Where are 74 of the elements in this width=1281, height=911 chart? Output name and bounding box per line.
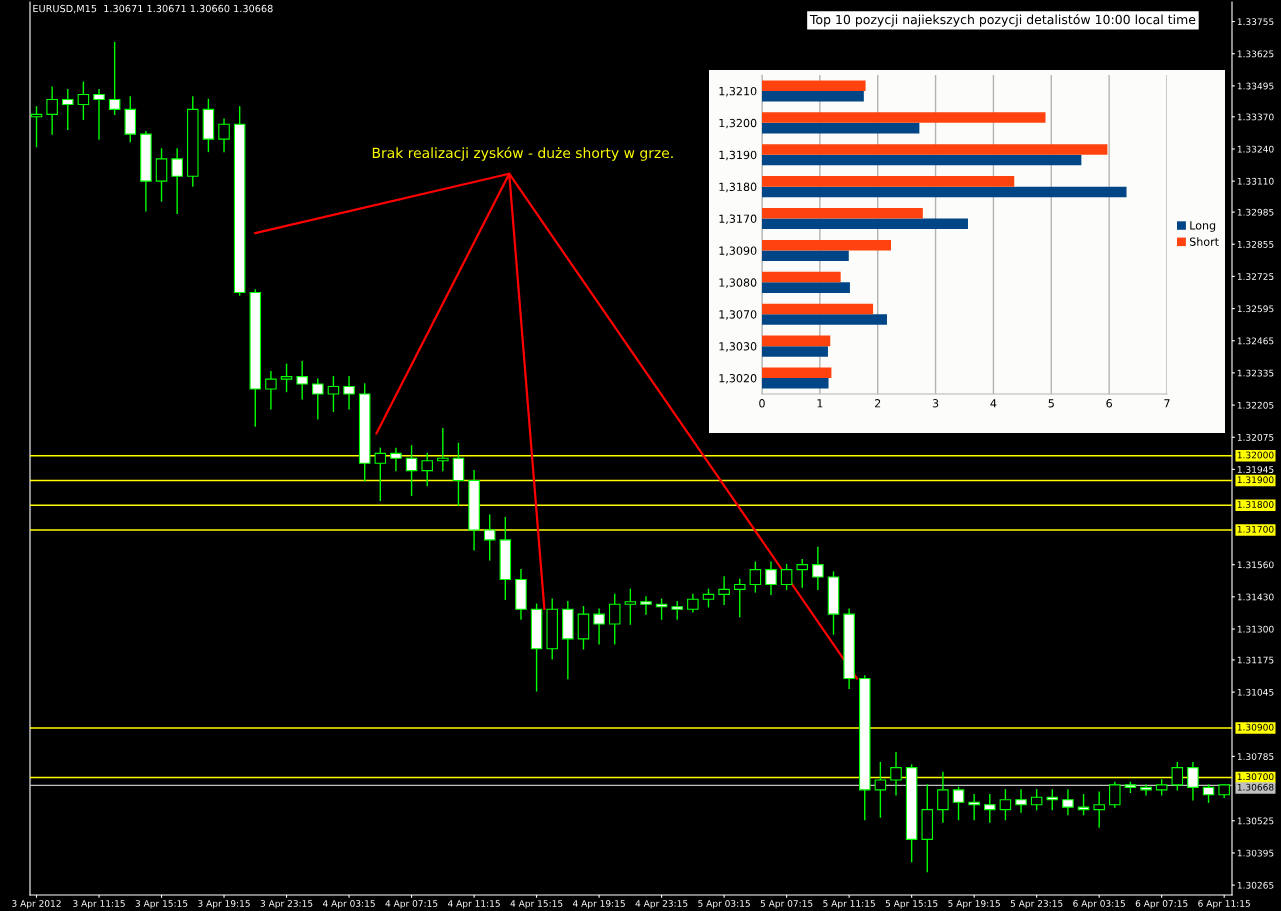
ref-line-label: 1.31700: [1237, 525, 1274, 533]
y-tick-label: 1.31945: [1237, 466, 1274, 473]
y-tick-label: 1,3030: [719, 342, 757, 352]
x-tick-label: 4 Apr 03:15: [322, 900, 375, 909]
x-tick-label: 5 Apr 15:15: [885, 900, 938, 909]
x-tick-label: 6 Apr 07:15: [1135, 900, 1188, 909]
y-tick-label: 1.31175: [1237, 656, 1274, 664]
x-tick-label: 4 Apr 23:15: [635, 900, 688, 909]
annotation: Brak realizacji zysków - duże shorty w grze.: [372, 146, 673, 161]
y-tick-label: 1.32335: [1237, 369, 1274, 377]
x-tick-label: 4: [990, 399, 997, 408]
x-tick-label: 5 Apr 23:15: [1010, 900, 1063, 909]
chart-title: Top 10 pozycji najiekszych pozycji detalistów 10:00 local time: [809, 14, 1196, 27]
y-tick-label: 1.33495: [1237, 82, 1274, 90]
ref-line-label: 1.30668: [1237, 783, 1274, 791]
y-tick-label: 1,3070: [719, 310, 757, 320]
x-tick-label: 4 Apr 07:15: [385, 900, 438, 909]
y-tick-label: 1.32075: [1237, 433, 1274, 441]
y-tick-label: 1.32855: [1237, 240, 1274, 248]
x-tick-label: 5 Apr 03:15: [698, 900, 750, 909]
ref-line-label: 1.31900: [1237, 476, 1274, 484]
x-tick-label: 4 Apr 11:15: [447, 900, 500, 909]
y-tick-label: 1.30785: [1237, 753, 1274, 760]
y-tick-label: 1.33755: [1237, 18, 1274, 26]
y-tick-label: 1,3020: [719, 374, 757, 384]
legend-label: Long: [1190, 221, 1216, 232]
x-tick-label: 5 Apr 11:15: [823, 900, 875, 909]
x-tick-label: 3: [932, 399, 939, 408]
x-tick-label: 3 Apr 23:15: [260, 900, 313, 909]
x-tick-label: 5 Apr 07:15: [760, 900, 813, 909]
chart-title: EURUSD,M15 1.30671 1.30671 1.30660 1.30668: [33, 4, 273, 14]
x-tick-label: 5: [1048, 399, 1054, 408]
x-tick-label: 3 Apr 2012: [12, 900, 61, 909]
ref-line-label: 1.31800: [1237, 501, 1274, 508]
x-tick-label: 7: [1164, 399, 1170, 408]
y-tick-label: 1.31560: [1237, 561, 1274, 569]
ref-line-label: 1.30700: [1237, 773, 1274, 781]
x-tick-label: 3 Apr 19:15: [198, 900, 250, 909]
y-tick-label: 1.33625: [1237, 50, 1274, 58]
x-tick-label: 0: [759, 399, 765, 408]
y-tick-label: 1,3180: [719, 182, 757, 193]
y-tick-label: 1.33240: [1237, 145, 1274, 153]
y-tick-label: 1.31430: [1237, 593, 1274, 601]
y-tick-label: 1,3190: [719, 150, 757, 161]
y-tick-label: 1.32725: [1237, 273, 1274, 280]
x-tick-label: 6: [1106, 399, 1112, 408]
ref-line-label: 1.30900: [1237, 723, 1274, 731]
x-tick-label: 4 Apr 15:15: [510, 900, 563, 909]
y-tick-label: 1,3080: [719, 278, 757, 288]
y-tick-label: 1.32205: [1237, 401, 1274, 409]
legend-label: Short: [1189, 237, 1219, 246]
y-tick-label: 1,3090: [719, 246, 757, 256]
y-tick-label: 1.32595: [1237, 305, 1274, 313]
x-tick-label: 3 Apr 15:15: [135, 900, 188, 909]
y-tick-label: 1.31300: [1237, 625, 1274, 633]
x-tick-label: 6 Apr 03:15: [1073, 900, 1125, 909]
y-tick-label: 1.33370: [1237, 113, 1274, 121]
y-tick-label: 1,3170: [719, 214, 757, 225]
y-tick-label: 1,3210: [719, 86, 757, 97]
x-tick-label: 6 Apr 11:15: [1198, 900, 1250, 909]
x-tick-label: 1: [817, 399, 823, 408]
x-tick-label: 2: [874, 399, 881, 408]
y-tick-label: 1.30265: [1237, 881, 1274, 889]
y-tick-label: 1.31045: [1237, 688, 1274, 696]
y-tick-label: 1.30525: [1237, 817, 1274, 825]
y-tick-label: 1.30395: [1237, 849, 1274, 857]
y-tick-label: 1.32465: [1237, 337, 1274, 345]
x-tick-label: 5 Apr 19:15: [948, 900, 1000, 909]
x-tick-label: 4 Apr 19:15: [572, 900, 625, 909]
y-tick-label: 1.33110: [1237, 177, 1274, 185]
y-tick-label: 1,3200: [719, 118, 757, 129]
x-tick-label: 3 Apr 11:15: [73, 900, 125, 909]
ref-line-label: 1.32000: [1237, 451, 1274, 459]
y-tick-label: 1.32985: [1237, 208, 1274, 216]
